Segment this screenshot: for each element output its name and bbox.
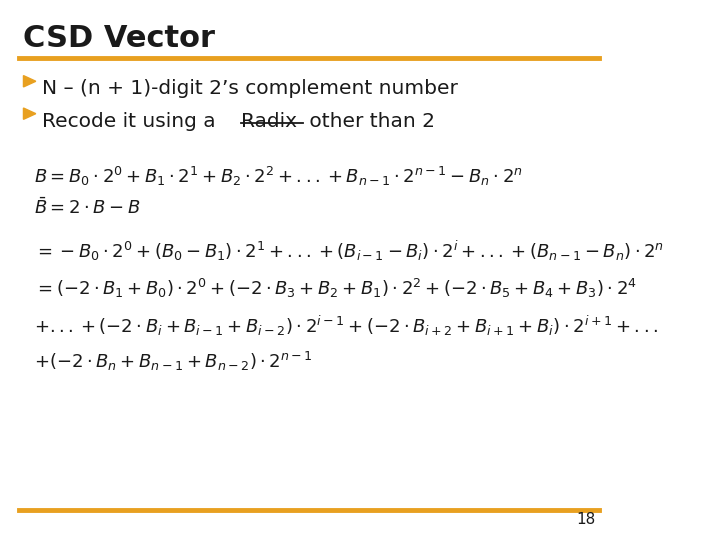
Text: 18: 18	[577, 511, 595, 526]
Text: $+ ... + (-2 \cdot B_{i} + B_{i-1} + B_{i-2}) \cdot 2^{i-1} + (-2 \cdot B_{i+2} : $+ ... + (-2 \cdot B_{i} + B_{i-1} + B_{…	[34, 314, 658, 339]
Polygon shape	[24, 76, 36, 87]
Text: $\bar{B} = 2 \cdot B - B$: $\bar{B} = 2 \cdot B - B$	[34, 197, 140, 218]
Text: Recode it using a: Recode it using a	[42, 112, 222, 131]
Text: Radix: Radix	[241, 112, 297, 131]
Text: $+ (-2 \cdot B_{n} + B_{n-1} + B_{n-2}) \cdot 2^{n-1}$: $+ (-2 \cdot B_{n} + B_{n-1} + B_{n-2}) …	[34, 350, 312, 373]
Text: CSD Vector: CSD Vector	[24, 24, 215, 53]
Text: N – (n + 1)-digit 2’s complement number: N – (n + 1)-digit 2’s complement number	[42, 79, 458, 98]
Text: $= -B_{0} \cdot 2^{0} + (B_{0} - B_{1}) \cdot 2^{1} + ... + (B_{i-1} - B_{i}) \c: $= -B_{0} \cdot 2^{0} + (B_{0} - B_{1}) …	[34, 239, 664, 263]
Text: $B = B_{0} \cdot 2^{0} + B_{1} \cdot 2^{1} + B_{2} \cdot 2^{2} + ...+ B_{n-1} \c: $B = B_{0} \cdot 2^{0} + B_{1} \cdot 2^{…	[34, 165, 523, 188]
Polygon shape	[24, 108, 36, 119]
Text: $= (-2 \cdot B_{1} + B_{0}) \cdot 2^{0} + (-2 \cdot B_{3} + B_{2} + B_{1}) \cdot: $= (-2 \cdot B_{1} + B_{0}) \cdot 2^{0} …	[34, 276, 637, 300]
Text: other than 2: other than 2	[303, 112, 435, 131]
